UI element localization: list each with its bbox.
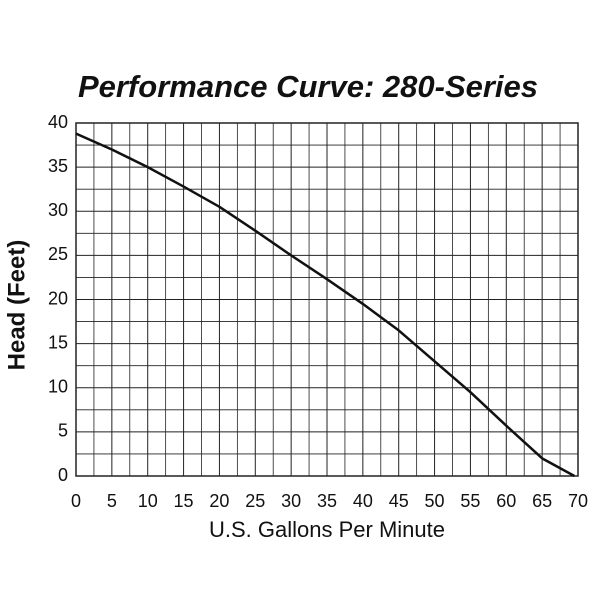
y-tick-label: 35	[48, 156, 68, 176]
x-tick-label: 40	[353, 491, 373, 511]
x-tick-label: 45	[389, 491, 409, 511]
x-tick-label: 70	[568, 491, 588, 511]
y-tick-label: 15	[48, 332, 68, 352]
x-tick-label: 0	[71, 491, 81, 511]
x-tick-label: 25	[245, 491, 265, 511]
x-tick-label: 5	[107, 491, 117, 511]
x-tick-label: 30	[281, 491, 301, 511]
y-tick-label: 40	[48, 112, 68, 132]
x-tick-label: 15	[174, 491, 194, 511]
y-tick-label: 30	[48, 200, 68, 220]
x-tick-label: 35	[317, 491, 337, 511]
x-tick-label: 65	[532, 491, 552, 511]
curve	[75, 132, 576, 478]
y-tick-label: 20	[48, 288, 68, 308]
x-tick-label: 50	[425, 491, 445, 511]
y-axis-label: Head (Feet)	[3, 240, 30, 371]
x-tick-label: 60	[496, 491, 516, 511]
x-tick-label: 20	[209, 491, 229, 511]
x-tick-label: 55	[460, 491, 480, 511]
plot-frame	[75, 122, 579, 477]
x-axis-label: U.S. Gallons Per Minute	[209, 517, 445, 542]
y-tick-label: 25	[48, 244, 68, 264]
y-tick-label: 5	[58, 421, 68, 441]
y-tick-label: 10	[48, 377, 68, 397]
x-tick-label: 10	[138, 491, 158, 511]
chart-title: Performance Curve: 280-Series	[78, 69, 538, 104]
y-tick-label: 0	[58, 465, 68, 485]
